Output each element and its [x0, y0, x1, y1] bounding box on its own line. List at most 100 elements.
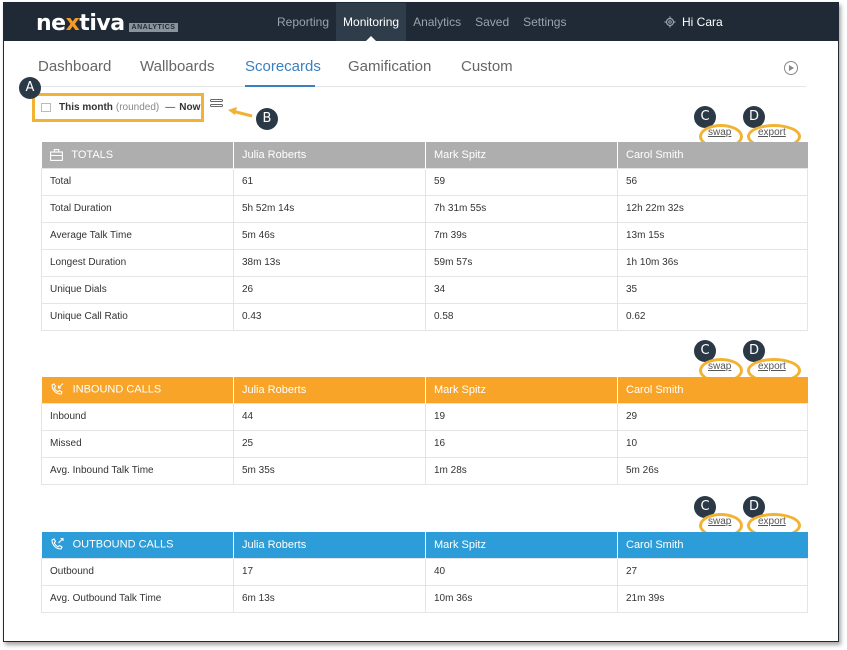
date-range-end: Now [179, 102, 201, 113]
date-range-separator: — [165, 102, 176, 113]
inbound-calls-table: INBOUND CALLS Julia Roberts Mark Spitz C… [41, 377, 808, 485]
metric-value: 26 [233, 275, 426, 304]
date-range-qualifier: (rounded) [115, 102, 160, 113]
tab-wallboards[interactable]: Wallboards [140, 58, 215, 75]
metric-value: 21m 39s [617, 584, 808, 613]
logo-wordmark: nextiva [36, 11, 125, 36]
metric-value: 7h 31m 55s [425, 194, 618, 223]
export-link[interactable]: export [758, 516, 786, 527]
column-header-agent[interactable]: Mark Spitz [425, 142, 618, 168]
callout-b: B [256, 108, 278, 130]
callout-d: D [743, 340, 765, 362]
metric-value: 35 [617, 275, 808, 304]
column-header-agent[interactable]: Carol Smith [617, 532, 808, 558]
metric-value: 29 [617, 402, 808, 431]
table-title: TOTALS [71, 148, 114, 161]
metric-value: 10 [617, 429, 808, 458]
metric-value: 5m 26s [617, 456, 808, 485]
swap-link[interactable]: swap [708, 516, 732, 527]
export-link[interactable]: export [758, 361, 786, 372]
metric-value: 0.58 [425, 302, 618, 331]
nav-settings[interactable]: Settings [523, 15, 567, 29]
table-row: Total 61 59 56 [41, 167, 808, 196]
app-window: nextiva ANALYTICS Reporting Monitoring A… [3, 2, 839, 642]
metric-value: 10m 36s [425, 584, 618, 613]
callout-a: A [19, 77, 41, 99]
column-header-agent[interactable]: Carol Smith [617, 377, 808, 403]
metric-value: 40 [425, 557, 618, 586]
tab-gamification[interactable]: Gamification [348, 58, 432, 75]
date-range-selector[interactable]: This month (rounded) — Now [32, 93, 204, 122]
column-header-agent[interactable]: Carol Smith [617, 142, 808, 168]
table-row: Inbound 44 19 29 [41, 402, 808, 431]
metric-value: 7m 39s [425, 221, 618, 250]
nav-analytics[interactable]: Analytics [413, 15, 462, 29]
table-title: OUTBOUND CALLS [72, 538, 174, 551]
main-nav: Reporting Monitoring Analytics Saved Set… [270, 3, 573, 41]
logo-badge: ANALYTICS [128, 23, 179, 32]
column-header-agent[interactable]: Julia Roberts [233, 142, 426, 168]
metric-label: Missed [41, 429, 234, 458]
metric-value: 27 [617, 557, 808, 586]
metric-label: Unique Dials [41, 275, 234, 304]
tab-custom[interactable]: Custom [461, 58, 513, 75]
metric-value: 0.43 [233, 302, 426, 331]
nextiva-logo[interactable]: nextiva ANALYTICS [36, 10, 179, 36]
metric-value: 44 [233, 402, 426, 431]
table-row: Missed 25 16 10 [41, 429, 808, 458]
metric-label: Total [41, 167, 234, 196]
metric-value: 61 [233, 167, 426, 196]
table-row: Average Talk Time 5m 46s 7m 39s 13m 15s [41, 221, 808, 250]
metric-value: 25 [233, 429, 426, 458]
callout-c: C [694, 496, 716, 518]
metric-label: Total Duration [41, 194, 234, 223]
callout-c: C [694, 106, 716, 128]
sub-tabs: Dashboard Wallboards Scorecards Gamifica… [38, 53, 806, 87]
top-navbar: nextiva ANALYTICS Reporting Monitoring A… [4, 3, 838, 41]
metric-label: Avg. Inbound Talk Time [41, 456, 234, 485]
table-row: Outbound 17 40 27 [41, 557, 808, 586]
gear-icon [664, 16, 676, 28]
export-link[interactable]: export [758, 127, 786, 138]
metric-label: Unique Call Ratio [41, 302, 234, 331]
column-header-agent[interactable]: Julia Roberts [233, 532, 426, 558]
table-row: Total Duration 5h 52m 14s 7h 31m 55s 12h 22… [41, 194, 808, 223]
metric-value: 0.62 [617, 302, 808, 331]
metric-value: 1m 28s [425, 456, 618, 485]
table-header-row: OUTBOUND CALLS Julia Roberts Mark Spitz … [41, 532, 808, 558]
swap-link[interactable]: swap [708, 361, 732, 372]
metric-value: 1h 10m 36s [617, 248, 808, 277]
column-header-agent[interactable]: Mark Spitz [425, 377, 618, 403]
table-title-cell: OUTBOUND CALLS [41, 532, 234, 558]
briefcase-icon [49, 148, 63, 161]
callout-d: D [743, 496, 765, 518]
metric-value: 17 [233, 557, 426, 586]
metric-label: Average Talk Time [41, 221, 234, 250]
tab-scorecards[interactable]: Scorecards [245, 53, 321, 87]
metric-label: Outbound [41, 557, 234, 586]
metric-value: 38m 13s [233, 248, 426, 277]
column-header-agent[interactable]: Julia Roberts [233, 377, 426, 403]
metric-value: 56 [617, 167, 808, 196]
callout-arrow-b [228, 107, 253, 118]
user-greeting: Hi Cara [682, 15, 723, 29]
metric-label: Longest Duration [41, 248, 234, 277]
metric-value: 19 [425, 402, 618, 431]
play-icon[interactable] [784, 61, 798, 75]
swap-link[interactable]: swap [708, 127, 732, 138]
nav-monitoring[interactable]: Monitoring [336, 3, 407, 41]
table-row: Unique Call Ratio 0.43 0.58 0.62 [41, 302, 808, 331]
filter-settings-icon[interactable] [210, 99, 223, 111]
tab-dashboard[interactable]: Dashboard [38, 58, 112, 75]
column-header-agent[interactable]: Mark Spitz [425, 532, 618, 558]
nav-saved[interactable]: Saved [475, 15, 510, 29]
user-menu[interactable]: Hi Cara [664, 3, 723, 41]
nav-reporting[interactable]: Reporting [277, 15, 330, 29]
metric-value: 5h 52m 14s [233, 194, 426, 223]
callout-d: D [743, 106, 765, 128]
table-title-cell: INBOUND CALLS [41, 377, 234, 403]
metric-value: 5m 35s [233, 456, 426, 485]
totals-table: TOTALS Julia Roberts Mark Spitz Carol Sm… [41, 142, 808, 331]
table-header-row: INBOUND CALLS Julia Roberts Mark Spitz C… [41, 377, 808, 403]
metric-value: 34 [425, 275, 618, 304]
